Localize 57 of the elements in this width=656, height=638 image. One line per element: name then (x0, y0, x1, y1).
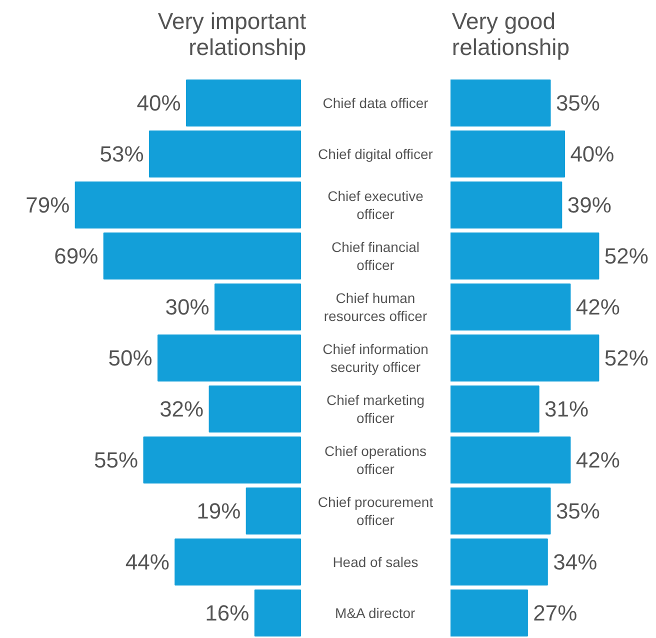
bar (450, 590, 528, 636)
data-label: 44% (125, 550, 170, 574)
bar (450, 80, 551, 126)
bar (103, 232, 301, 280)
bar (450, 488, 551, 534)
data-label: 39% (567, 192, 612, 218)
y-tick-label: Chief executive officer (328, 188, 424, 222)
data-label: 34% (553, 550, 598, 574)
data-label: 42% (576, 294, 620, 320)
data-label: 32% (160, 396, 204, 422)
y-tick-label: Chief data officer (322, 95, 429, 111)
y-tick-label: Chief information security officer (322, 340, 428, 376)
y-tick-label: Chief digital officer (318, 146, 434, 162)
data-label: 30% (165, 294, 210, 320)
bar (450, 386, 540, 432)
data-label: 40% (570, 142, 614, 166)
bar (208, 386, 301, 432)
data-label: 53% (100, 142, 144, 166)
bar (450, 538, 548, 586)
bar (450, 130, 565, 178)
data-label: 52% (604, 346, 648, 370)
y-tick-label: Chief financial officer (332, 238, 420, 274)
data-label: 79% (26, 192, 70, 218)
y-tick-label: Chief human resources officer (324, 290, 428, 324)
bar (74, 182, 301, 228)
data-label: 50% (108, 346, 152, 370)
bar (450, 232, 600, 280)
bar (186, 80, 301, 126)
bar (450, 182, 562, 228)
bar (214, 284, 301, 330)
data-label: 69% (54, 244, 98, 268)
data-label: 40% (136, 90, 181, 116)
data-label: 52% (604, 244, 648, 268)
data-label: 16% (205, 600, 250, 626)
bar (246, 488, 301, 534)
bar (174, 538, 301, 586)
bar (158, 334, 301, 382)
bar (254, 590, 301, 636)
y-tick-label: Chief operations officer (324, 442, 426, 478)
y-tick-label: Chief procurement officer (318, 494, 434, 528)
bar (450, 436, 571, 484)
bar (450, 334, 600, 382)
bar (148, 130, 301, 178)
bar (143, 436, 301, 484)
data-label: 35% (556, 498, 600, 524)
data-label: 19% (196, 498, 241, 524)
data-label: 27% (533, 600, 578, 626)
data-label: 31% (544, 396, 589, 422)
data-label: 55% (94, 448, 138, 472)
data-label: 35% (556, 90, 600, 116)
y-tick-label: Chief marketing officer (326, 392, 425, 426)
y-tick-label: Head of sales (332, 554, 418, 570)
chart-title: Very important relationship (158, 8, 307, 60)
y-tick-label: M&A director (335, 605, 416, 621)
chart-title: Very good relationship (452, 8, 570, 60)
bar (450, 284, 571, 330)
data-label: 42% (576, 448, 620, 472)
